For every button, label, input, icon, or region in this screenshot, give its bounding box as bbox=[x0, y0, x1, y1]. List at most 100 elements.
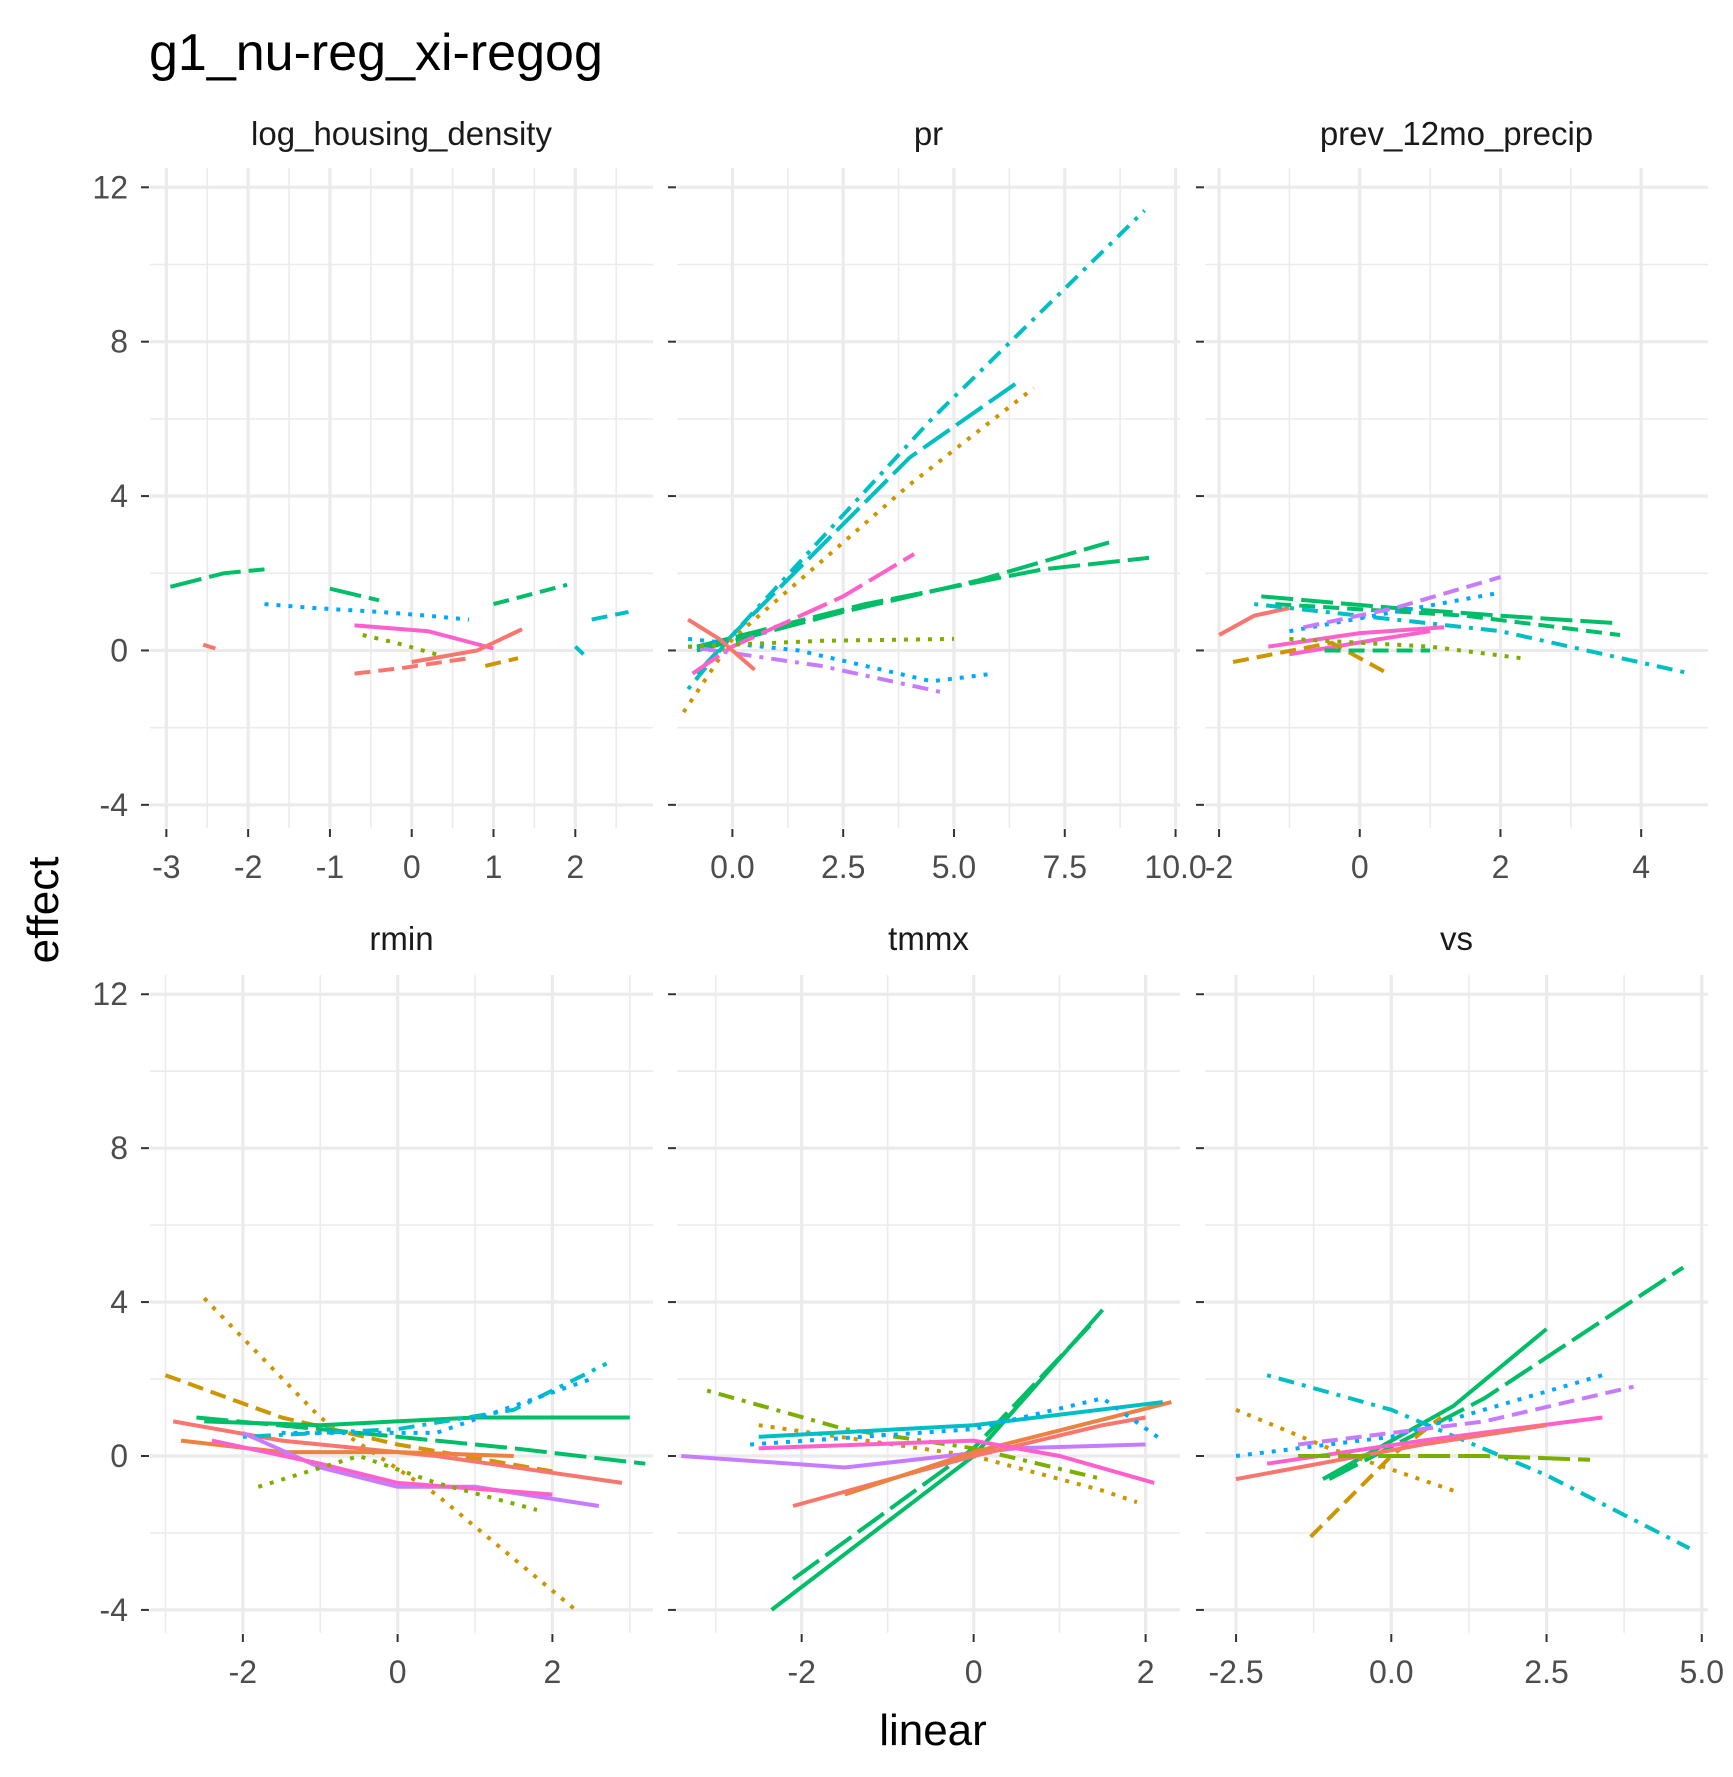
x-tick-label: 4 bbox=[1632, 849, 1650, 885]
facet-strip-label: tmmx bbox=[888, 920, 969, 957]
series-line-vs-6 bbox=[1235, 1373, 1603, 1458]
series-line-log_housing_density-12 bbox=[573, 645, 585, 656]
x-tick-label: -2 bbox=[229, 1654, 257, 1690]
series-line-pr-1 bbox=[686, 209, 1146, 691]
series-line-prev_12mo_precip-10 bbox=[1232, 640, 1389, 676]
facet-strip-label: pr bbox=[914, 115, 943, 152]
series-line-log_housing_density-10 bbox=[484, 656, 519, 668]
series-line-log_housing_density-1 bbox=[169, 567, 265, 589]
facet-panel-vs: vs -2.5 0.0 2.5 5.0 bbox=[1196, 920, 1724, 1690]
series-line-rmin-7 bbox=[242, 1361, 608, 1439]
series-line-tmmx-10 bbox=[758, 1438, 1155, 1485]
x-tick-label: 5.0 bbox=[1680, 1654, 1724, 1690]
x-tick-label: 0.0 bbox=[1369, 1654, 1413, 1690]
x-tick-label: 2.5 bbox=[821, 849, 865, 885]
y-tick-label: 12 bbox=[92, 169, 128, 205]
series-line-log_housing_density-2 bbox=[329, 586, 380, 603]
y-axis-title: effect bbox=[19, 857, 68, 964]
y-tick-label: 12 bbox=[92, 976, 128, 1012]
panel-series bbox=[169, 567, 629, 676]
panel-series bbox=[681, 1308, 1172, 1612]
x-tick-label: -2 bbox=[234, 849, 262, 885]
series-line-tmmx-4 bbox=[758, 1423, 1138, 1505]
series-line-pr-2 bbox=[695, 378, 1022, 675]
x-tick-label: -2.5 bbox=[1208, 1654, 1263, 1690]
facet-strip-label: vs bbox=[1440, 920, 1473, 957]
series-line-pr-8 bbox=[687, 644, 946, 695]
x-axis-title: linear bbox=[879, 1706, 987, 1755]
x-tick-label: 7.5 bbox=[1043, 849, 1087, 885]
series-line-rmin-3 bbox=[172, 1419, 623, 1485]
series-line-log_housing_density-3 bbox=[492, 582, 568, 607]
series-line-tmmx-3 bbox=[706, 1388, 1104, 1482]
series-line-rmin-6 bbox=[204, 1415, 630, 1428]
chart-title: g1_nu-reg_xi-regog bbox=[149, 24, 603, 82]
series-line-rmin-8 bbox=[281, 1377, 592, 1435]
series-line-pr-6 bbox=[691, 552, 916, 676]
series-line-tmmx-1 bbox=[770, 1308, 1105, 1612]
series-line-vs-9 bbox=[1235, 1423, 1547, 1482]
series-line-rmin-11 bbox=[257, 1453, 538, 1512]
facet-panel-rmin: rmin -2 0 2 -4 0 4 8 12 bbox=[92, 920, 653, 1690]
series-line-prev_12mo_precip-6 bbox=[1303, 575, 1502, 630]
series-line-prev_12mo_precip-7 bbox=[1268, 625, 1445, 649]
facet-strip-label: prev_12mo_precip bbox=[1320, 115, 1593, 152]
series-line-prev_12mo_precip-8 bbox=[1289, 629, 1431, 657]
x-tick-label: 2 bbox=[1137, 1654, 1155, 1690]
series-line-tmmx-7 bbox=[844, 1400, 1172, 1497]
series-line-pr-3 bbox=[681, 386, 1036, 714]
series-line-prev_12mo_precip-1 bbox=[1218, 606, 1290, 637]
series-line-rmin-1 bbox=[202, 1296, 577, 1612]
x-tick-label: 2 bbox=[1492, 849, 1510, 885]
series-line-tmmx-8 bbox=[758, 1400, 1164, 1439]
series-line-vs-3 bbox=[1266, 1373, 1691, 1551]
facet-strip-label: rmin bbox=[369, 920, 433, 957]
panel-series bbox=[681, 209, 1150, 714]
facet-strip-label: log_housing_density bbox=[251, 115, 552, 152]
series-line-tmmx-5 bbox=[681, 1442, 1146, 1470]
x-tick-label: -3 bbox=[152, 849, 180, 885]
series-line-log_housing_density-4 bbox=[591, 609, 629, 622]
series-line-tmmx-2 bbox=[791, 1319, 1096, 1581]
x-tick-label: -2 bbox=[787, 1654, 815, 1690]
x-tick-label: -1 bbox=[316, 849, 344, 885]
x-tick-label: 0.0 bbox=[710, 849, 754, 885]
facet-panel-pr: pr 0.0 2.5 5.0 7.5 10.0 bbox=[668, 115, 1207, 885]
series-line-pr-7 bbox=[687, 636, 995, 684]
x-tick-label: 5.0 bbox=[932, 849, 976, 885]
series-line-pr-9 bbox=[688, 636, 955, 649]
series-line-vs-10 bbox=[1298, 1454, 1591, 1462]
series-line-rmin-10 bbox=[211, 1438, 553, 1497]
facet-panel-tmmx: tmmx -2 0 2 bbox=[668, 920, 1180, 1690]
series-line-log_housing_density-6 bbox=[354, 623, 495, 651]
x-tick-label: 0 bbox=[965, 1654, 983, 1690]
y-tick-label: -4 bbox=[100, 1592, 128, 1628]
x-tick-label: 0 bbox=[389, 1654, 407, 1690]
x-tick-label: 0 bbox=[403, 849, 421, 885]
x-tick-label: 0 bbox=[1351, 849, 1369, 885]
series-line-log_housing_density-5 bbox=[264, 602, 470, 622]
series-line-prev_12mo_precip-4 bbox=[1253, 602, 1691, 676]
x-tick-label: 2 bbox=[544, 1654, 562, 1690]
series-line-log_housing_density-11 bbox=[362, 633, 437, 657]
x-tick-label: 2.5 bbox=[1524, 1654, 1568, 1690]
y-tick-label: 8 bbox=[110, 1130, 128, 1166]
x-tick-label: 2 bbox=[566, 849, 584, 885]
y-tick-label: 4 bbox=[110, 1284, 128, 1320]
panel-series bbox=[1235, 1265, 1691, 1551]
y-tick-label: -4 bbox=[100, 787, 128, 823]
panel-series bbox=[1218, 575, 1691, 676]
series-line-log_housing_density-7 bbox=[411, 627, 523, 664]
y-tick-label: 8 bbox=[110, 324, 128, 360]
facet-panels: log_housing_density -3 -2 -1 0 1 2 -4 0 4 8 12 pr 0.0… bbox=[92, 115, 1724, 1690]
y-tick-label: 0 bbox=[110, 632, 128, 668]
series-line-pr-10 bbox=[687, 617, 756, 672]
series-line-vs-7 bbox=[1297, 1384, 1634, 1447]
panel-series bbox=[164, 1296, 646, 1612]
series-line-tmmx-9 bbox=[749, 1396, 1164, 1447]
facet-panel-prev_12mo_precip: prev_12mo_precip -2 0 2 4 bbox=[1196, 115, 1708, 885]
y-tick-label: 0 bbox=[110, 1438, 128, 1474]
series-line-prev_12mo_precip-2 bbox=[1261, 594, 1621, 626]
